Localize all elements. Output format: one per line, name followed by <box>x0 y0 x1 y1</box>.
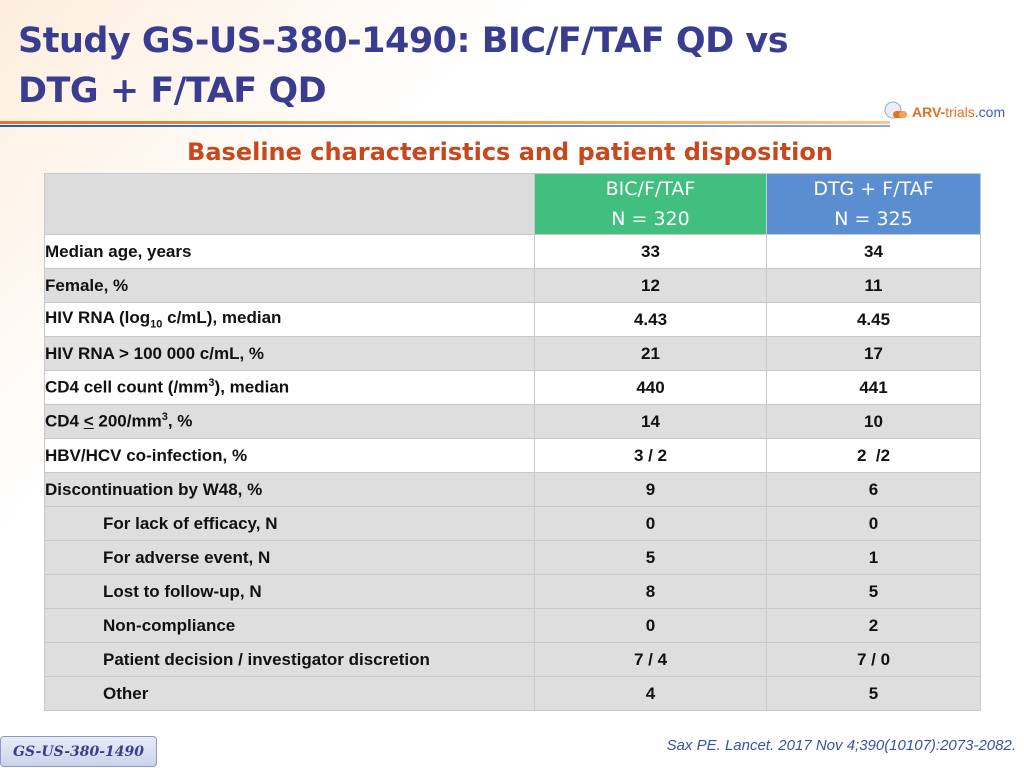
table-row: Median age, years 33 34 <box>44 234 981 269</box>
cell-bic: 0 <box>534 506 767 541</box>
header-dtg-f-taf: DTG + F/TAF N = 325 <box>766 173 981 235</box>
row-label: Median age, years <box>44 234 535 269</box>
table-row: Female, % 12 11 <box>44 268 981 303</box>
row-label: Other <box>44 676 535 711</box>
cell-bic: 9 <box>534 472 767 507</box>
cell-dtg: 2 <box>766 608 981 643</box>
cell-bic: 4 <box>534 676 767 711</box>
row-label: Lost to follow-up, N <box>44 574 535 609</box>
row-label: CD4 < 200/mm3, % <box>44 404 535 439</box>
row-label: Patient decision / investigator discreti… <box>44 642 535 677</box>
row-label: HIV RNA (log10 c/mL), median <box>44 302 535 337</box>
cell-bic: 5 <box>534 540 767 575</box>
cell-bic: 7 / 4 <box>534 642 767 677</box>
title-underline-blue <box>0 125 890 127</box>
table-row: Other 4 5 <box>44 676 981 711</box>
cell-dtg: 5 <box>766 676 981 711</box>
cell-dtg: 7 / 0 <box>766 642 981 677</box>
cell-dtg: 0 <box>766 506 981 541</box>
row-label: CD4 cell count (/mm3), median <box>44 370 535 405</box>
slide-title: Study GS-US-380-1490: BIC/F/TAF QD vs DT… <box>18 16 878 116</box>
cell-bic: 14 <box>534 404 767 439</box>
table-row: For adverse event, N 5 1 <box>44 540 981 575</box>
row-label: For lack of efficacy, N <box>44 506 535 541</box>
table-row: HIV RNA > 100 000 c/mL, % 21 17 <box>44 336 981 371</box>
title-line-1: Study GS-US-380-1490: BIC/F/TAF QD vs <box>18 21 789 61</box>
title-line-2: DTG + F/TAF QD <box>18 71 327 111</box>
cell-bic: 440 <box>534 370 767 405</box>
table-row: Patient decision / investigator discreti… <box>44 642 981 677</box>
study-tag: GS-US-380-1490 <box>0 736 157 767</box>
title-underline-orange <box>0 121 890 124</box>
table-row: CD4 < 200/mm3, % 14 10 <box>44 404 981 439</box>
cell-dtg: 6 <box>766 472 981 507</box>
cell-dtg: 17 <box>766 336 981 371</box>
table-header-row: BIC/F/TAF N = 320 DTG + F/TAF N = 325 <box>44 173 981 235</box>
cell-bic: 21 <box>534 336 767 371</box>
table-row: Lost to follow-up, N 8 5 <box>44 574 981 609</box>
row-label: For adverse event, N <box>44 540 535 575</box>
cell-dtg: 2 /2 <box>766 438 981 473</box>
cell-bic: 3 / 2 <box>534 438 767 473</box>
cell-dtg: 441 <box>766 370 981 405</box>
cell-bic: 4.43 <box>534 302 767 337</box>
table-row: Discontinuation by W48, % 9 6 <box>44 472 981 507</box>
cell-dtg: 1 <box>766 540 981 575</box>
section-subtitle: Baseline characteristics and patient dis… <box>187 138 833 166</box>
cell-bic: 0 <box>534 608 767 643</box>
table-row: CD4 cell count (/mm3), median 440 441 <box>44 370 981 405</box>
citation: Sax PE. Lancet. 2017 Nov 4;390(10107):20… <box>666 737 1016 754</box>
table-row: HIV RNA (log10 c/mL), median 4.43 4.45 <box>44 302 981 337</box>
cell-bic: 33 <box>534 234 767 269</box>
row-label: Discontinuation by W48, % <box>44 472 535 507</box>
cell-dtg: 34 <box>766 234 981 269</box>
cell-bic: 12 <box>534 268 767 303</box>
row-label: Non-compliance <box>44 608 535 643</box>
table-row: HBV/HCV co-infection, % 3 / 2 2 /2 <box>44 438 981 473</box>
cell-dtg: 4.45 <box>766 302 981 337</box>
cell-bic: 8 <box>534 574 767 609</box>
row-label: HIV RNA > 100 000 c/mL, % <box>44 336 535 371</box>
header-blank-cell <box>44 173 535 235</box>
header-bic-f-taf: BIC/F/TAF N = 320 <box>534 173 767 235</box>
table-row: For lack of efficacy, N 0 0 <box>44 506 981 541</box>
cell-dtg: 11 <box>766 268 981 303</box>
row-label: HBV/HCV co-infection, % <box>44 438 535 473</box>
cell-dtg: 10 <box>766 404 981 439</box>
arv-trials-logo: ARV-trials.com <box>884 98 1014 126</box>
cell-dtg: 5 <box>766 574 981 609</box>
logo-text: ARV-trials.com <box>912 104 1006 120</box>
row-label: Female, % <box>44 268 535 303</box>
table-row: Non-compliance 0 2 <box>44 608 981 643</box>
baseline-table: BIC/F/TAF N = 320 DTG + F/TAF N = 325 Me… <box>44 173 981 711</box>
logo-capsule-icon <box>884 99 910 125</box>
